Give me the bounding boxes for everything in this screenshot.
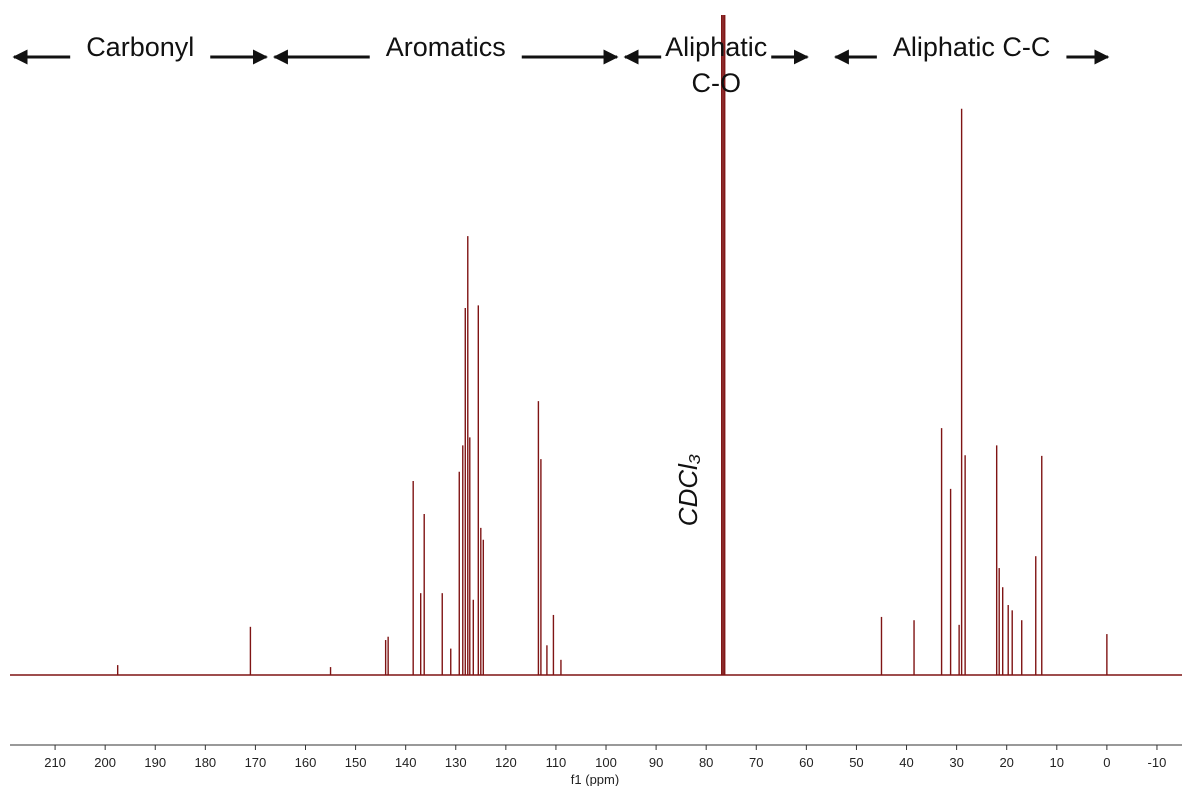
x-tick-label: -10 bbox=[1148, 755, 1167, 770]
x-axis-label: f1 (ppm) bbox=[571, 772, 619, 786]
x-tick-label: 70 bbox=[749, 755, 763, 770]
x-tick-label: 140 bbox=[395, 755, 417, 770]
x-tick-label: 190 bbox=[144, 755, 166, 770]
region-label-line: Aliphatic bbox=[665, 32, 767, 62]
x-tick-label: 160 bbox=[295, 755, 317, 770]
x-tick-label: 170 bbox=[245, 755, 267, 770]
x-tick-label: 20 bbox=[999, 755, 1013, 770]
x-tick-label: 100 bbox=[595, 755, 617, 770]
x-tick-label: 30 bbox=[949, 755, 963, 770]
x-tick-label: 10 bbox=[1050, 755, 1064, 770]
x-tick-label: 210 bbox=[44, 755, 66, 770]
region-label-line: C-O bbox=[691, 68, 741, 98]
region-label-line: Aliphatic C-C bbox=[893, 32, 1051, 62]
region-label-line: Aromatics bbox=[386, 32, 506, 62]
x-tick-label: 60 bbox=[799, 755, 813, 770]
x-tick-label: 0 bbox=[1103, 755, 1110, 770]
region-label: Aliphatic C-O bbox=[665, 32, 767, 98]
x-tick-label: 110 bbox=[546, 755, 567, 770]
x-tick-label: 80 bbox=[699, 755, 713, 770]
region-label-line: Carbonyl bbox=[86, 32, 194, 62]
region-label: Carbonyl bbox=[86, 32, 194, 62]
region-label: Aromatics bbox=[386, 32, 506, 62]
x-tick-label: 200 bbox=[94, 755, 116, 770]
x-tick-label: 150 bbox=[345, 755, 367, 770]
x-tick-label: 120 bbox=[495, 755, 517, 770]
solvent-label: CDCl₃ bbox=[673, 454, 703, 526]
x-tick-label: 180 bbox=[194, 755, 216, 770]
x-tick-label: 90 bbox=[649, 755, 663, 770]
x-tick-label: 50 bbox=[849, 755, 863, 770]
x-tick-label: 40 bbox=[899, 755, 913, 770]
region-label: Aliphatic C-C bbox=[893, 32, 1051, 62]
x-tick-label: 130 bbox=[445, 755, 467, 770]
